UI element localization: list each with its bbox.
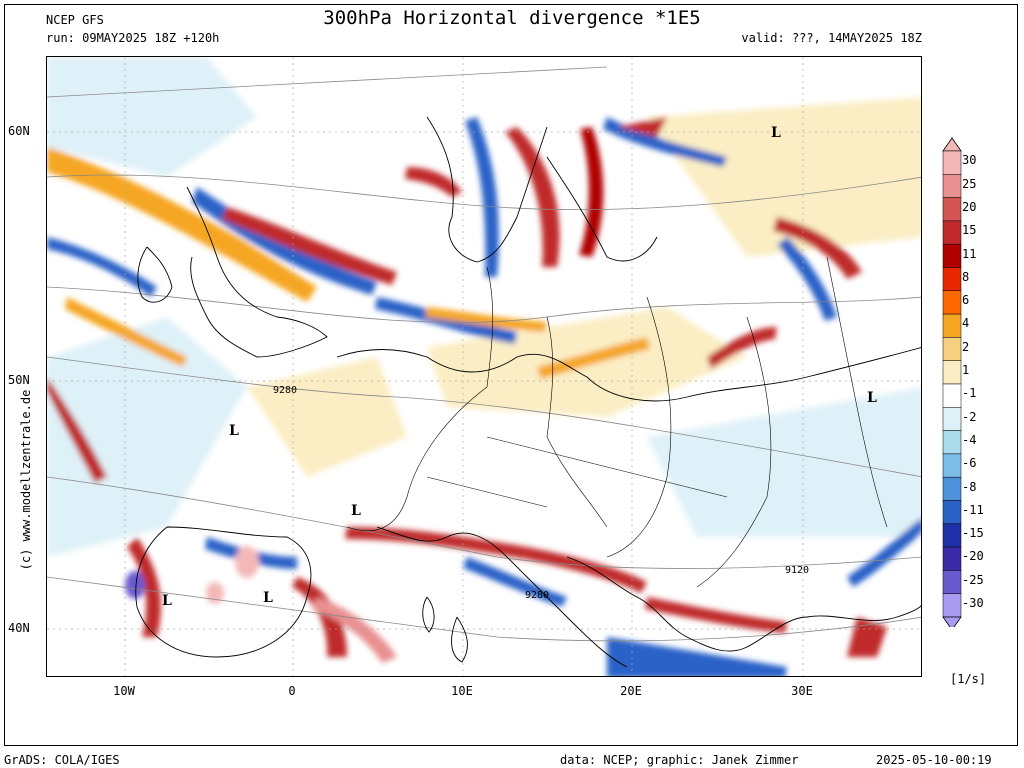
colorbar-level-label: -11 — [962, 502, 984, 517]
colorbar-cell — [942, 570, 962, 594]
colorbar-cell — [942, 337, 962, 361]
colorbar-level-label: -4 — [962, 432, 977, 447]
colorbar-cell — [942, 546, 962, 571]
colorbar-cell — [942, 197, 962, 222]
colorbar-level-label: -25 — [962, 572, 984, 587]
low-marker: L — [229, 423, 239, 439]
colorbar-cell — [942, 383, 962, 408]
contour-label-9280-med: 9280 — [525, 590, 549, 601]
graticule — [47, 57, 921, 676]
colorbar-level-label: -6 — [962, 456, 977, 471]
credit-text: (c) www.modellzentrale.de — [19, 389, 33, 571]
contour-label-9120: 9120 — [785, 565, 809, 576]
colorbar-level-label: 15 — [962, 223, 977, 238]
colorbar-level-label: 1 — [962, 363, 970, 377]
credit-watermark: (c) www.modellzentrale.de — [19, 340, 33, 620]
coastlines — [135, 116, 921, 668]
colorbar-level-label: 25 — [962, 176, 977, 191]
colorbar-level-label: -8 — [962, 479, 977, 494]
colorbar-cell — [942, 593, 962, 618]
footer-software: GrADS: COLA/IGES — [4, 753, 120, 767]
footer-data-credit: data: NCEP; graphic: Janek Zimmer — [560, 753, 799, 767]
footer-date: 2025-05-10-00:19 — [876, 753, 992, 767]
colorbar-bottom-triangle — [942, 616, 962, 627]
colorbar-cell — [942, 476, 962, 501]
colorbar-cell — [942, 407, 962, 431]
colorbar-level-label: -15 — [962, 526, 984, 541]
map-title: 300hPa Horizontal divergence *1E5 — [323, 7, 701, 29]
colorbar-level-label: -30 — [962, 596, 984, 610]
valid-time: valid: ???, 14MAY2025 18Z — [741, 31, 922, 45]
colorbar-level-label: 6 — [962, 293, 970, 308]
lon-label-10e: 10E — [451, 684, 473, 698]
colorbar-level-label: 2 — [962, 339, 970, 354]
colorbar-level-label: -1 — [962, 386, 977, 401]
colorbar-level-label: -20 — [962, 549, 984, 564]
colorbar-cell — [942, 313, 962, 338]
colorbar-cell — [942, 174, 962, 198]
lat-label-50n: 50N — [8, 373, 30, 387]
model-name: NCEP GFS — [46, 13, 104, 27]
lon-label-20e: 20E — [620, 684, 642, 698]
contour-label-9280-west: 9280 — [273, 385, 297, 396]
colorbar — [942, 137, 962, 627]
map-svg: 9280 9280 9120 L L L L L L L — [47, 57, 921, 676]
low-marker: L — [867, 390, 877, 406]
colorbar-level-label: 30 — [962, 153, 977, 168]
colorbar-level-label: -2 — [962, 409, 977, 424]
colorbar-cell — [942, 290, 962, 315]
colorbar-cell — [942, 430, 962, 455]
lat-label-40n: 40N — [8, 621, 30, 635]
colorbar-cell — [942, 360, 962, 385]
low-marker: L — [351, 503, 361, 519]
country-borders — [346, 256, 888, 588]
colorbar-cell — [942, 243, 962, 268]
geopotential-contours — [47, 66, 921, 642]
colorbar-top-triangle — [942, 137, 962, 152]
divergence-map: 9280 9280 9120 L L L L L L L — [46, 56, 922, 677]
colorbar-cell — [942, 220, 962, 245]
low-marker: L — [771, 125, 781, 141]
colorbar-level-label: 11 — [962, 246, 977, 261]
colorbar-cell — [942, 150, 962, 175]
colorbar-cell — [942, 500, 962, 525]
plot-frame — [4, 4, 1018, 746]
colorbar-cell — [942, 523, 962, 548]
colorbar-cell — [942, 453, 962, 478]
lon-label-30e: 30E — [791, 684, 813, 698]
low-marker: L — [162, 593, 172, 609]
colorbar-unit: [1/s] — [950, 672, 987, 686]
low-marker: L — [263, 590, 273, 606]
colorbar-level-label: 20 — [962, 199, 977, 214]
run-info: run: 09MAY2025 18Z +120h — [46, 31, 220, 45]
lon-label-0: 0 — [288, 684, 296, 698]
colorbar-cell — [942, 267, 962, 292]
colorbar-level-label: 4 — [962, 316, 970, 331]
lat-label-60n: 60N — [8, 124, 30, 138]
colorbar-level-label: 8 — [962, 269, 970, 284]
lon-label-10w: 10W — [113, 684, 135, 698]
